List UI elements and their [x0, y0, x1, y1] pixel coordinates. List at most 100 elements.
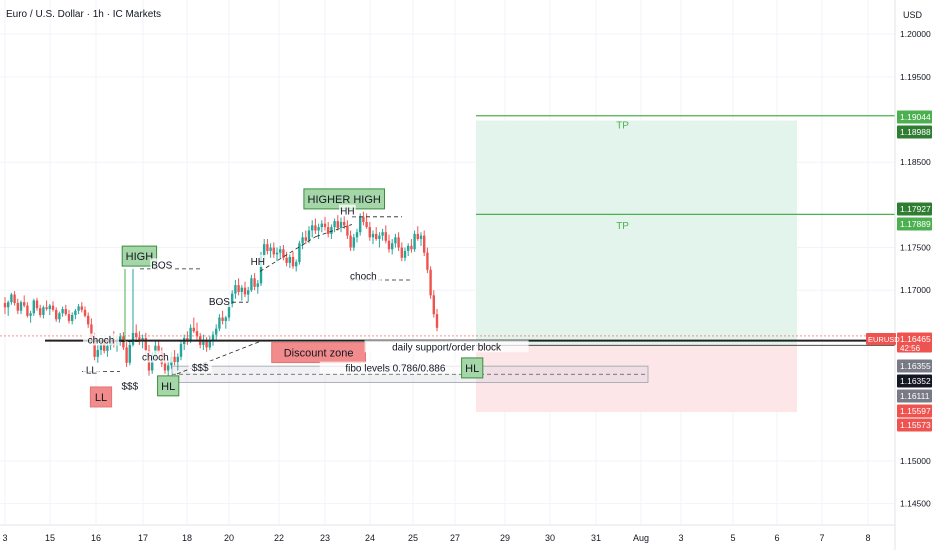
candle-body: [282, 249, 285, 258]
annotation--[interactable]: $$$: [118, 379, 142, 393]
currency-label[interactable]: USD: [903, 10, 923, 20]
candle-body: [83, 309, 87, 316]
annotation-hl[interactable]: HL: [461, 357, 484, 379]
annotation-fibo-levels-0-786-0-886[interactable]: fibo levels 0.786/0.886: [319, 361, 471, 375]
candle-body: [394, 237, 397, 244]
candle-body: [163, 363, 167, 371]
candle-body: [295, 262, 298, 267]
candle-body: [215, 328, 218, 335]
candle-body: [419, 235, 423, 240]
candle-body: [432, 295, 435, 315]
candle-body: [231, 293, 234, 304]
candle-body: [423, 235, 426, 253]
x-tick-label: 29: [500, 533, 510, 543]
candle-body: [195, 331, 199, 337]
svg-text:LL: LL: [86, 365, 98, 376]
annotation-ll[interactable]: LL: [83, 363, 100, 376]
candle-body: [119, 336, 122, 341]
price-tag[interactable]: 1.15597: [897, 404, 932, 418]
price-axis: 1.20000 1.19500 1.18500 1.17500 1.17000 1.150…: [866, 0, 932, 550]
candle-body: [26, 305, 29, 316]
annotation-tp[interactable]: TP: [616, 120, 629, 131]
annotation-higher-high[interactable]: HIGHER HIGH: [303, 188, 385, 210]
annotation-ll[interactable]: LL: [89, 386, 113, 408]
annotation-high[interactable]: HIGH: [121, 245, 158, 267]
stop-loss-zone: [476, 345, 797, 413]
annotation-tp[interactable]: TP: [616, 221, 629, 232]
price-tag[interactable]: 1.17889: [897, 217, 932, 231]
annotation-discount-zone[interactable]: Discount zone: [271, 342, 367, 364]
price-tag[interactable]: 1.16355: [897, 359, 932, 373]
candle-body: [279, 249, 282, 253]
candle-body: [413, 233, 416, 250]
candle-body: [77, 306, 80, 311]
time-axis: 3 15 16 17 18 20 22 23 24 25 27 29 30 31 Aug 3 5 6 7 8: [0, 524, 895, 543]
candle-body: [218, 317, 221, 329]
x-tick-label: 5: [730, 533, 735, 543]
candle-body: [384, 232, 387, 241]
candle-body: [275, 252, 279, 255]
candlestick-series: [3, 211, 439, 380]
candle-body: [3, 303, 7, 308]
candle-body: [135, 332, 138, 338]
candle-body: [51, 305, 55, 310]
candle-body: [39, 308, 42, 315]
annotation-choch[interactable]: choch: [83, 333, 119, 346]
annotation--[interactable]: $$$: [188, 360, 212, 374]
annotation-hl[interactable]: HL: [157, 375, 180, 397]
candle-body: [192, 327, 195, 332]
x-tick-label: 20: [224, 533, 234, 543]
annotation-daily-support-order-block[interactable]: daily support/order block: [364, 340, 529, 353]
candle-body: [221, 317, 224, 321]
candle-body: [71, 315, 74, 321]
candle-body: [29, 313, 32, 316]
svg-text:HL: HL: [465, 363, 479, 375]
svg-text:1.15573: 1.15573: [900, 420, 931, 430]
candle-body: [256, 283, 259, 287]
svg-text:HL: HL: [161, 381, 175, 393]
candle-body: [173, 356, 176, 362]
svg-text:1.18988: 1.18988: [900, 127, 931, 137]
candle-body: [90, 324, 93, 338]
candle-body: [176, 356, 179, 362]
price-tag[interactable]: 1.17927: [897, 202, 932, 216]
candle-body: [167, 365, 170, 371]
candle-body: [250, 278, 253, 291]
svg-text:TP: TP: [616, 120, 629, 131]
annotation-hh[interactable]: HH: [249, 254, 267, 268]
svg-text:Discount zone: Discount zone: [284, 348, 354, 360]
svg-text:EURUSD: EURUSD: [868, 335, 900, 344]
annotation-bos[interactable]: BOS: [207, 295, 231, 308]
candle-body: [397, 237, 400, 248]
price-tag[interactable]: 1.18988: [897, 125, 932, 139]
candle-body: [368, 227, 371, 238]
svg-text:1.15597: 1.15597: [900, 406, 931, 416]
svg-text:1.19044: 1.19044: [900, 112, 931, 122]
annotation-bos[interactable]: BOS: [150, 258, 174, 271]
svg-text:LL: LL: [95, 392, 107, 404]
annotation-hh[interactable]: HH: [339, 204, 356, 218]
candle-body: [381, 232, 384, 236]
candle-body: [151, 355, 154, 371]
take-profit-zone: [476, 120, 797, 346]
y-tick-label: 1.18500: [900, 157, 931, 167]
candle-body: [48, 305, 51, 310]
price-tag[interactable]: 1.16111: [897, 389, 932, 403]
price-tag[interactable]: 1.19044: [897, 110, 932, 124]
candle-body: [349, 235, 352, 248]
x-tick-label: 23: [320, 533, 330, 543]
x-tick-label: 6: [774, 533, 779, 543]
price-tag[interactable]: 1.15573: [897, 418, 932, 432]
x-tick-label: 17: [138, 533, 148, 543]
annotation-choch[interactable]: choch: [137, 350, 174, 364]
candle-body: [64, 309, 67, 315]
candle-body: [186, 338, 189, 341]
candle-body: [202, 339, 205, 345]
price-tag[interactable]: 1.16352: [897, 374, 932, 388]
candle-body: [352, 237, 355, 248]
annotation-choch[interactable]: choch: [345, 269, 382, 282]
candle-body: [55, 309, 58, 320]
